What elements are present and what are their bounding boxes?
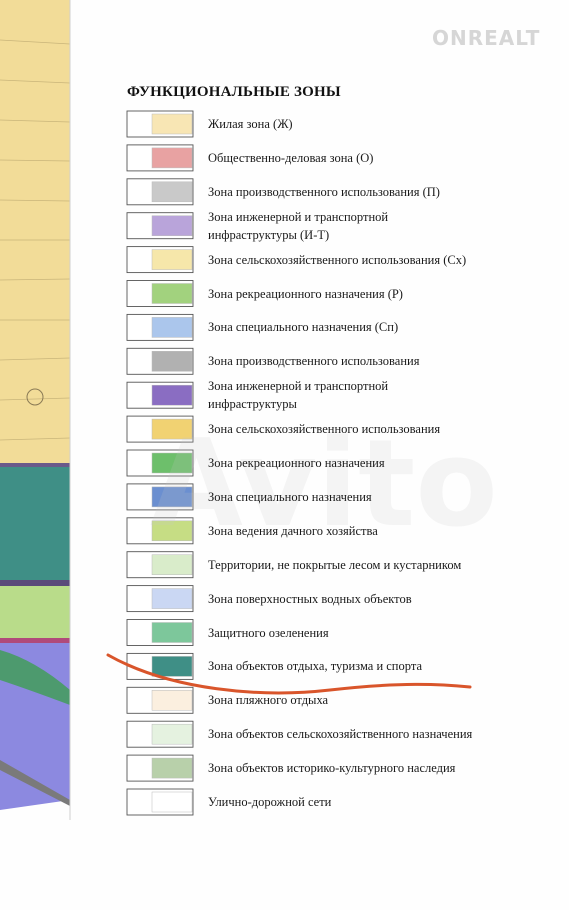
legend-swatch (151, 384, 193, 406)
legend-label-line: Зона инженерной и транспортной (208, 209, 389, 224)
legend-label: Территории, не покрытые лесом и кустарни… (208, 556, 461, 574)
legend-label: Зона объектов отдыха, туризма и спорта (208, 657, 422, 675)
legend-label: Улично-дорожной сети (208, 793, 331, 811)
legend-label-line: Зона объектов сельскохозяйственного назн… (208, 727, 473, 742)
legend-label-line: инфраструктуры (И-Т) (208, 227, 330, 242)
legend-label: Зона производственного использования (П) (208, 183, 440, 201)
legend-label: Зона объектов историко-культурного насле… (208, 759, 455, 777)
map-fragment (0, 0, 71, 820)
legend-swatch (151, 215, 193, 236)
legend-label-line: Зона ведения дачного хозяйства (208, 523, 378, 538)
legend-swatch (151, 588, 193, 609)
legend-label: Зона поверхностных водных объектов (208, 590, 412, 608)
legend-swatch (151, 317, 193, 338)
legend-label-line: Зона объектов историко-культурного насле… (208, 761, 456, 776)
legend-label-line: Жилая зона (Ж) (208, 117, 293, 131)
legend-label: Зона сельскохозяйственного использования (208, 420, 440, 438)
legend-label: Зона инженерной и транспортной инфраструк… (208, 377, 388, 413)
legend-title: ФУНКЦИОНАЛЬНЫЕ ЗОНЫ (127, 84, 341, 100)
legend-label: Зона рекреационного назначения (208, 454, 385, 472)
legend-label-line: Зона специального назначения (Сп) (208, 320, 399, 335)
legend-label-line: Зона производственного использования (208, 354, 420, 369)
legend-label: Жилая зона (Ж) (208, 115, 293, 133)
legend-label-line: Зона специального назначения (208, 489, 372, 504)
legend-swatch (151, 283, 193, 304)
legend-swatch (151, 520, 193, 542)
legend-label-line: инфраструктуры (208, 397, 297, 412)
legend-label-line: Зона пляжного отдыха (208, 693, 329, 708)
legend-label-line: Зона производственного использования (П) (208, 184, 440, 199)
legend-label: Зона производственного использования (208, 352, 419, 370)
legend-label: Зона специального назначения (Сп) (208, 318, 398, 336)
legend-label: Зона сельскохозяйственного использования… (208, 251, 466, 269)
watermark-brand: ONREALT (432, 26, 541, 50)
legend-label: Зона специального назначения (208, 488, 372, 506)
legend-label: Зона рекреационного назначения (Р) (208, 285, 403, 303)
legend-swatch (151, 113, 193, 135)
legend-label: Зона пляжного отдыха (208, 691, 328, 709)
legend-swatch (151, 656, 193, 677)
legend-swatch (151, 418, 193, 440)
legend-swatch (151, 554, 193, 575)
legend-label-line: Защитного озеленения (208, 625, 329, 640)
legend-swatch (151, 622, 193, 643)
legend-label-line: Улично-дорожной сети (208, 795, 332, 809)
legend-label-line: Зона объектов отдыха, туризма и спорта (208, 659, 422, 674)
legend-label-line: Зона рекреационного назначения (Р) (208, 286, 403, 301)
legend-swatch (151, 723, 193, 745)
hand-drawn-underline (106, 653, 472, 695)
legend-label: Зона ведения дачного хозяйства (208, 522, 378, 540)
legend-swatch (151, 690, 193, 711)
legend-label-line: Общественно-деловая зона (О) (208, 150, 374, 165)
legend-swatches (126, 110, 194, 816)
legend-label: Защитного озеленения (208, 624, 329, 642)
legend-swatch (151, 147, 193, 169)
legend-label: Зона объектов сельскохозяйственного назн… (208, 725, 472, 743)
legend-label-line: Зона инженерной и транспортной (208, 379, 389, 394)
legend-swatch (151, 791, 193, 813)
legend-label-line: Зона сельскохозяйственного использования (208, 422, 441, 437)
legend-swatch (151, 757, 193, 779)
watermark-avito: Avito (150, 415, 498, 554)
legend-swatch (151, 181, 193, 203)
legend-label: Зона инженерной и транспортной инфраструк… (208, 208, 388, 244)
legend-swatch (151, 351, 193, 372)
legend-label: Общественно-деловая зона (О) (208, 149, 373, 167)
legend-label-line: Территории, не покрытые лесом и кустарни… (208, 557, 462, 572)
legend-swatch (151, 486, 193, 508)
legend-label-line: Зона сельскохозяйственного использования… (208, 252, 467, 267)
legend-label-line: Зона поверхностных водных объектов (208, 591, 412, 606)
legend-label-line: Зона рекреационного назначения (208, 456, 385, 470)
legend-swatch (151, 249, 193, 270)
legend-swatch (151, 452, 193, 474)
